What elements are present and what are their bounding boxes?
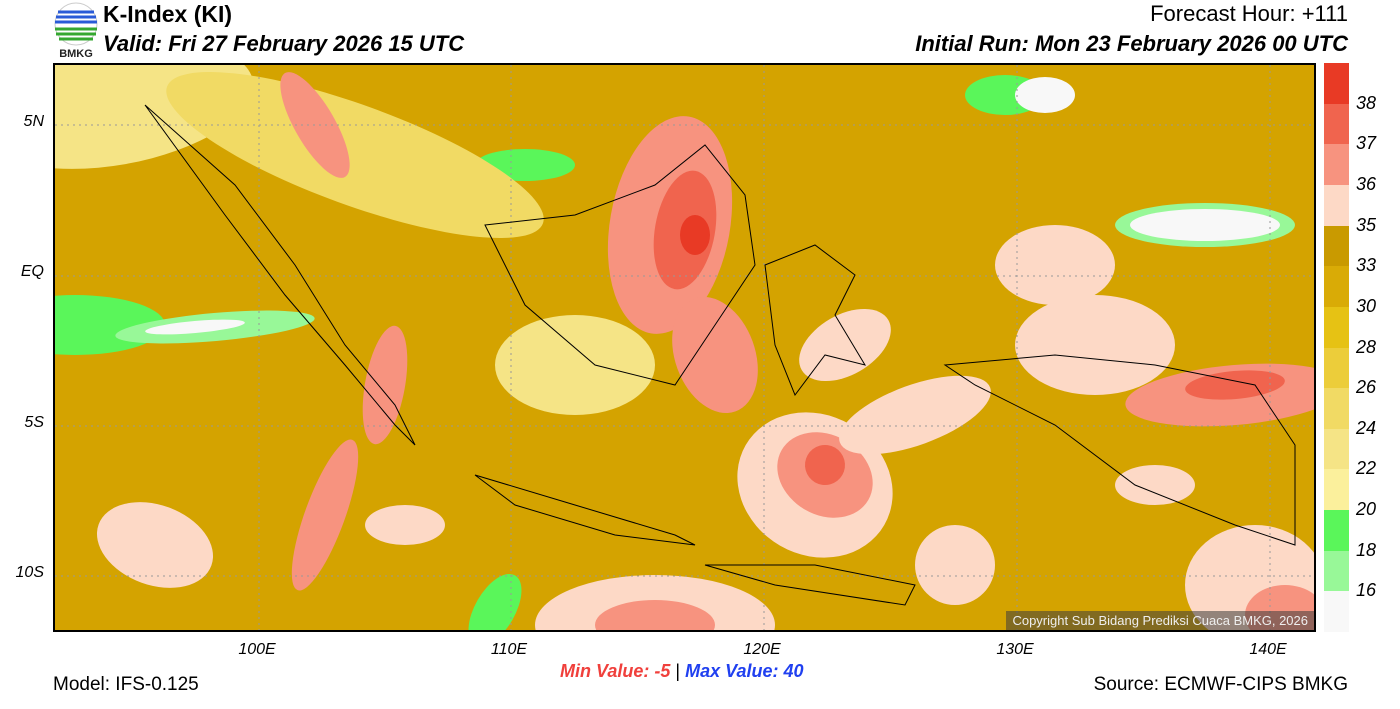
k-index-contour — [915, 525, 995, 605]
coastline — [764, 244, 867, 397]
k-index-contour — [595, 600, 715, 630]
lat-tick-5s: 5S — [24, 414, 44, 431]
model-label: Model: IFS-0.125 — [53, 674, 199, 695]
bmkg-logo: BMKG — [52, 2, 100, 60]
k-index-contour — [1015, 295, 1175, 395]
colorbar-band — [1324, 428, 1349, 470]
lat-tick-eq: EQ — [20, 263, 44, 280]
colorbar-label: 36 — [1356, 173, 1377, 194]
k-index-contour — [291, 439, 359, 591]
colorbar-label: 16 — [1356, 580, 1377, 601]
colorbar-band — [1324, 510, 1349, 552]
lon-tick-140e: 140E — [1249, 641, 1287, 658]
lon-tick-120e: 120E — [743, 641, 781, 658]
colorbar-band — [1324, 306, 1349, 348]
colorbar-label: 33 — [1356, 255, 1377, 276]
k-index-contour — [365, 505, 445, 545]
colorbar-band — [1324, 225, 1349, 267]
separator: | — [675, 661, 681, 681]
colorbar-label: 18 — [1356, 539, 1377, 560]
source-label: Source: ECMWF-CIPS BMKG — [1093, 674, 1348, 695]
copyright-notice: Copyright Sub Bidang Prediksi Cuaca BMKG… — [1006, 611, 1314, 630]
coastline — [484, 144, 756, 386]
k-index-contour — [362, 325, 408, 445]
max-label: Max Value: — [685, 661, 779, 681]
lon-tick-130e: 130E — [996, 641, 1034, 658]
map-title: K-Index (KI) — [103, 1, 233, 27]
max-value: 40 — [783, 661, 804, 681]
colorbar-label: 26 — [1356, 377, 1377, 398]
k-index-contour — [166, 72, 544, 238]
colorbar-label: 28 — [1356, 336, 1377, 357]
coastline — [943, 354, 1296, 546]
k-index-contour — [1015, 77, 1075, 113]
colorbar-band — [1324, 591, 1349, 633]
colorbar-label: 22 — [1356, 458, 1377, 479]
coastline — [704, 564, 916, 606]
lat-tick-5n: 5N — [23, 113, 44, 130]
coastline — [144, 104, 416, 446]
colorbar-label: 24 — [1356, 417, 1377, 438]
colorbar-band — [1324, 184, 1349, 227]
coastline — [474, 474, 696, 546]
k-index-map — [53, 63, 1316, 632]
min-value: -5 — [654, 661, 671, 681]
svg-text:BMKG: BMKG — [59, 48, 93, 60]
colorbar-band — [1324, 469, 1349, 511]
initial-run: Initial Run: Mon 23 February 2026 00 UTC — [915, 31, 1348, 56]
k-index-contour — [1130, 209, 1280, 241]
k-index-contour — [96, 502, 214, 588]
min-max-values: Min Value: -5 | Max Value: 40 — [560, 661, 804, 682]
colorbar-band — [1324, 347, 1349, 389]
k-index-contour — [839, 375, 991, 455]
k-index-contour — [468, 573, 522, 630]
colorbar-label: 30 — [1356, 295, 1377, 316]
colorbar-label: 20 — [1356, 499, 1377, 520]
colorbar-band — [1324, 550, 1349, 592]
k-index-contour — [672, 296, 758, 414]
colorbar-label: 38 — [1356, 92, 1377, 113]
k-index-field — [55, 65, 1314, 630]
k-index-contour — [145, 319, 245, 335]
lon-tick-100e: 100E — [238, 641, 276, 658]
colorbar-band — [1324, 144, 1349, 186]
colorbar — [1324, 63, 1349, 633]
colorbar-label: 37 — [1356, 133, 1377, 154]
k-index-contour — [805, 445, 845, 485]
min-label: Min Value: — [560, 661, 650, 681]
colorbar-band — [1324, 63, 1349, 105]
lon-tick-110e: 110E — [490, 641, 528, 658]
forecast-hour: Forecast Hour: +111 — [1150, 1, 1348, 26]
k-index-contour — [995, 225, 1115, 305]
colorbar-band — [1324, 266, 1349, 308]
k-index-contour — [55, 65, 254, 169]
colorbar-band — [1324, 388, 1349, 430]
lat-tick-10s: 10S — [15, 564, 44, 581]
k-index-contour — [495, 315, 655, 415]
colorbar-band — [1324, 103, 1349, 145]
k-index-contour — [680, 215, 710, 255]
valid-time: Valid: Fri 27 February 2026 15 UTC — [103, 31, 465, 56]
colorbar-label: 35 — [1356, 214, 1377, 235]
k-index-contour — [799, 308, 891, 382]
k-index-contour — [1115, 465, 1195, 505]
